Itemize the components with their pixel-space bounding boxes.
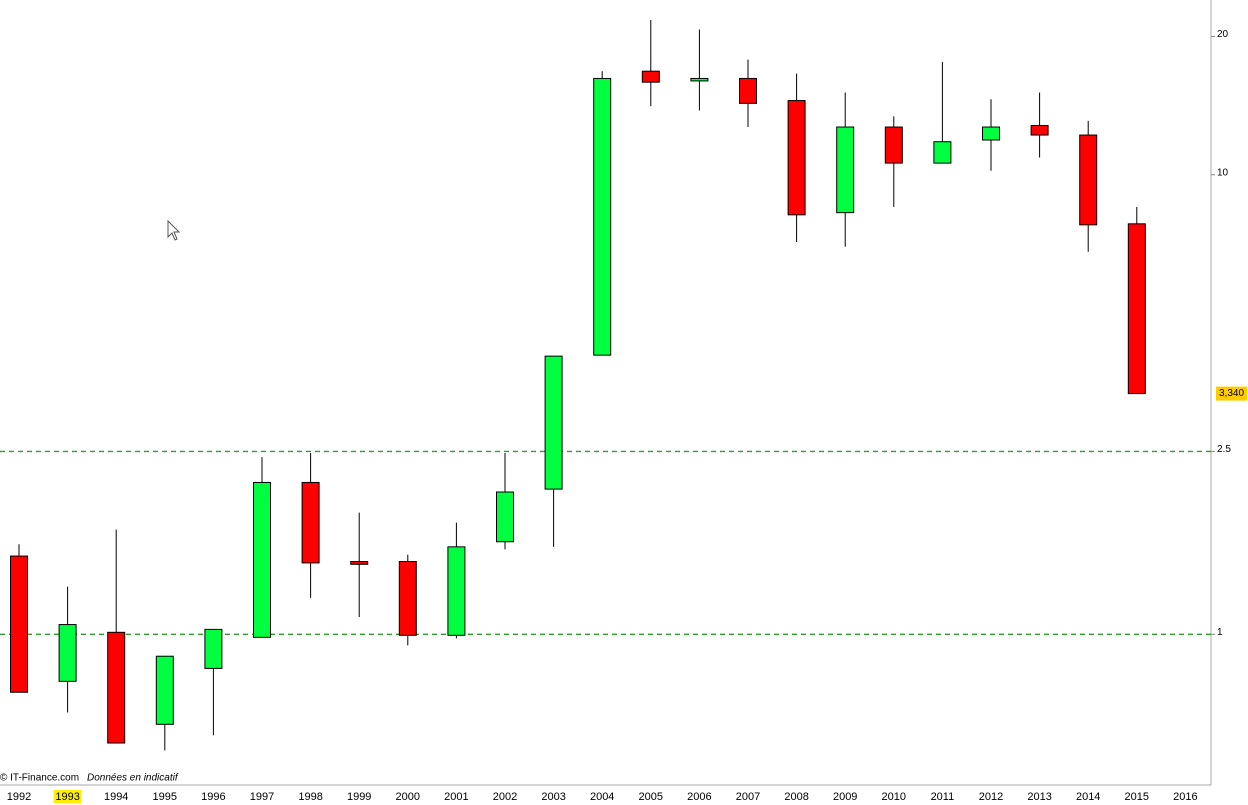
x-tick-label: 2006	[687, 791, 711, 803]
y-tick-label: 1	[1217, 627, 1223, 638]
x-tick-label: 2000	[396, 791, 420, 803]
candle-body	[107, 631, 126, 744]
x-tick-label: 1999	[347, 791, 371, 803]
candle-body	[982, 126, 1000, 141]
last-price-box	[1216, 386, 1247, 401]
x-tick-label: 2008	[784, 791, 808, 803]
cursor	[167, 219, 181, 241]
y-tick-label: 10	[1217, 167, 1229, 178]
candle-body	[787, 100, 806, 216]
candle-body	[739, 77, 757, 104]
footer-source: © IT-Finance.com	[0, 773, 79, 784]
candle-body	[398, 561, 417, 636]
x-tick-label: 2013	[1027, 791, 1051, 803]
candle-body	[544, 355, 563, 490]
candle-body	[1127, 223, 1146, 395]
footer-note: Données en indicatif	[87, 773, 179, 784]
x-tick-label: 2004	[590, 791, 614, 803]
candle-body	[447, 546, 466, 636]
x-tick-label: 1993	[55, 791, 79, 803]
candle-body	[1030, 124, 1049, 136]
x-tick-label: 2001	[444, 791, 468, 803]
candle-body	[10, 555, 28, 693]
candle-body	[593, 77, 612, 356]
x-tick-label: 2003	[541, 791, 565, 803]
candle-body	[836, 126, 855, 214]
highlight	[53, 790, 82, 803]
x-tick-label: 1996	[201, 791, 225, 803]
y-tick-label: 20	[1217, 29, 1229, 40]
candle-body	[690, 77, 709, 82]
x-tick-label: 1997	[250, 791, 274, 803]
x-tick-label: 2009	[833, 791, 857, 803]
candle-body	[155, 655, 174, 725]
candle-body	[204, 628, 223, 669]
candle-body	[301, 481, 320, 564]
x-tick-label: 2011	[931, 791, 955, 803]
last-price-label: 3,340	[1219, 388, 1244, 399]
candle-body	[253, 481, 271, 638]
candle-body	[641, 70, 660, 83]
x-tick-label: 1992	[7, 791, 31, 803]
x-tick-label: 1998	[298, 791, 322, 803]
x-tick-label: 2012	[979, 791, 1003, 803]
x-tick-label: 2014	[1076, 791, 1100, 803]
x-tick-label: 1994	[104, 791, 128, 803]
x-tick-label: 2016	[1173, 791, 1197, 803]
candle-body	[884, 126, 903, 164]
candle-body	[350, 561, 369, 565]
y-tick-label: 2.5	[1217, 444, 1231, 455]
candle-body	[58, 624, 77, 682]
x-tick-label: 2007	[736, 791, 760, 803]
x-tick-label: 2010	[882, 791, 906, 803]
candle-body	[1079, 134, 1098, 226]
x-tick-label: 2015	[1125, 791, 1149, 803]
x-tick-label: 2002	[493, 791, 517, 803]
x-tick-label: 1995	[153, 791, 177, 803]
x-tick-label: 2005	[639, 791, 663, 803]
candle-body	[496, 491, 514, 543]
candle-body	[933, 141, 952, 164]
